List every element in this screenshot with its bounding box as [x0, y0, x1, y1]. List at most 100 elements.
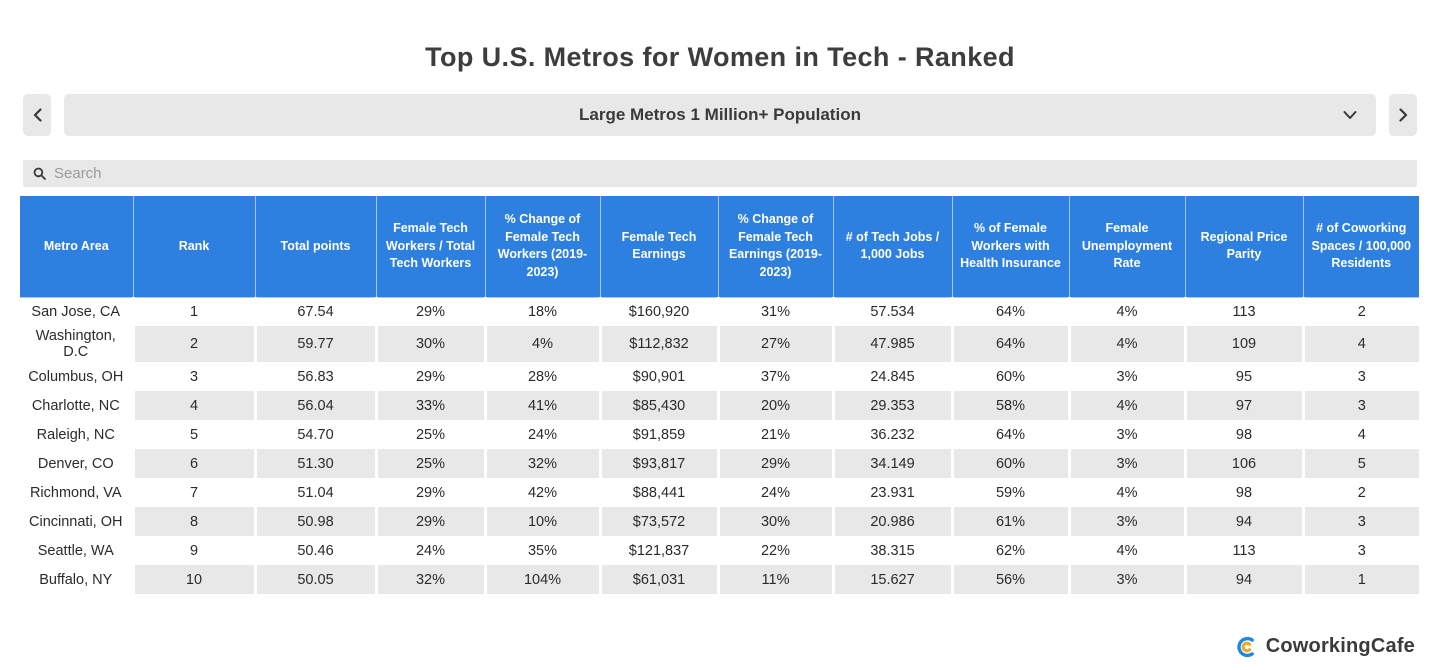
next-category-button[interactable] [1389, 94, 1417, 136]
table-cell: 36.232 [831, 420, 952, 449]
table-cell: 42% [483, 478, 600, 507]
table-cell: $88,441 [598, 478, 718, 507]
metro-area-cell: Washington, D.C [20, 326, 133, 362]
filter-controls: Large Metros 1 Million+ Population [23, 94, 1417, 136]
table-cell: 24.845 [831, 362, 952, 391]
table-cell: 61% [950, 507, 1069, 536]
prev-category-button[interactable] [23, 94, 51, 136]
table-cell: 38.315 [831, 536, 952, 565]
table-cell: 35% [483, 536, 600, 565]
table-cell: 5 [1301, 449, 1419, 478]
category-dropdown-value: Large Metros 1 Million+ Population [579, 105, 861, 124]
table-cell: 2 [131, 326, 255, 362]
table-cell: 21% [716, 420, 833, 449]
column-header: % Change of Female Tech Earnings (2019-2… [717, 196, 833, 298]
table-row: Charlotte, NC 4 56.04 33% 41% $85,430 20% 29.35… [20, 391, 1419, 420]
table-cell: 51.04 [253, 478, 376, 507]
metro-area-cell: Raleigh, NC [20, 420, 133, 449]
table-row: Washington, D.C 2 59.77 30% 4% $112,832 27% 47.… [20, 326, 1419, 362]
table-cell: $61,031 [598, 565, 718, 594]
table-cell: 109 [1183, 326, 1303, 362]
table-cell: 9 [131, 536, 255, 565]
table-cell: 29% [716, 449, 833, 478]
table-cell: 29% [374, 507, 485, 536]
ranking-table: Metro Area Rank Total points Female Tech Wo… [20, 196, 1419, 594]
table-cell: 106 [1183, 449, 1303, 478]
table-cell: 50.46 [253, 536, 376, 565]
table-cell: 97 [1183, 391, 1303, 420]
table-cell: 29% [374, 478, 485, 507]
metro-area-cell: Richmond, VA [20, 478, 133, 507]
coworkingcafe-logo[interactable]: CoworkingCafe [1236, 635, 1415, 658]
table-cell: 3 [131, 362, 255, 391]
table-cell: $93,817 [598, 449, 718, 478]
table-cell: 4% [1067, 297, 1185, 326]
table-cell: 3% [1067, 362, 1185, 391]
table-cell: 56.04 [253, 391, 376, 420]
metro-area-cell: San Jose, CA [20, 297, 133, 326]
table-cell: 51.30 [253, 449, 376, 478]
table-cell: $112,832 [598, 326, 718, 362]
table-cell: 3 [1301, 391, 1419, 420]
table-cell: 4% [1067, 478, 1185, 507]
table-cell: 25% [374, 420, 485, 449]
table-cell: 67.54 [253, 297, 376, 326]
table-cell: 31% [716, 297, 833, 326]
table-cell: 23.931 [831, 478, 952, 507]
table-cell: 94 [1183, 565, 1303, 594]
table-cell: 24% [483, 420, 600, 449]
column-header: Female Unemployment Rate [1068, 196, 1185, 298]
coworkingcafe-logo-text: CoworkingCafe [1265, 635, 1415, 657]
column-header: Total points [254, 196, 376, 298]
table-cell: 10% [483, 507, 600, 536]
table-cell: 64% [950, 297, 1069, 326]
table-cell: 95 [1183, 362, 1303, 391]
table-row: Denver, CO 6 51.30 25% 32% $93,817 29% 34.149 60… [20, 449, 1419, 478]
table-cell: 41% [483, 391, 600, 420]
table-cell: 94 [1183, 507, 1303, 536]
table-cell: 27% [716, 326, 833, 362]
table-cell: 4% [1067, 391, 1185, 420]
table-cell: 59.77 [253, 326, 376, 362]
table-cell: 98 [1183, 478, 1303, 507]
table-cell: 50.05 [253, 565, 376, 594]
table-cell: 62% [950, 536, 1069, 565]
table-cell: 3% [1067, 565, 1185, 594]
chevron-left-icon [33, 108, 42, 122]
metro-area-cell: Seattle, WA [20, 536, 133, 565]
table-cell: 60% [950, 362, 1069, 391]
table-cell: 15.627 [831, 565, 952, 594]
table-cell: $90,901 [598, 362, 718, 391]
table-cell: 98 [1183, 420, 1303, 449]
table-cell: 25% [374, 449, 485, 478]
table-cell: $85,430 [598, 391, 718, 420]
table-cell: 3 [1301, 507, 1419, 536]
table-cell: 4% [483, 326, 600, 362]
table-cell: 37% [716, 362, 833, 391]
table-cell: 29% [374, 362, 485, 391]
table-cell: $160,920 [598, 297, 718, 326]
table-cell: 56% [950, 565, 1069, 594]
table-cell: $91,859 [598, 420, 718, 449]
table-cell: 1 [1301, 565, 1419, 594]
table-cell: 57.534 [831, 297, 952, 326]
table-cell: 11% [716, 565, 833, 594]
table-header: Metro Area Rank Total points Female Tech Wo… [20, 196, 1419, 298]
category-dropdown[interactable]: Large Metros 1 Million+ Population [64, 94, 1376, 136]
coworkingcafe-logo-icon [1237, 636, 1254, 657]
column-header: Rank [132, 196, 255, 298]
table-row: Seattle, WA 9 50.46 24% 35% $121,837 22% 38.315… [20, 536, 1419, 565]
table-row: Cincinnati, OH 8 50.98 29% 10% $73,572 30% 20.9… [20, 507, 1419, 536]
search-input[interactable] [54, 165, 1407, 182]
table-cell: 3% [1067, 420, 1185, 449]
table-cell: $73,572 [598, 507, 718, 536]
metro-area-cell: Charlotte, NC [20, 391, 133, 420]
table-row: Buffalo, NY 10 50.05 32% 104% $61,031 11% 15.62… [20, 565, 1419, 594]
column-header: Female Tech Workers / Total Tech Workers [375, 196, 485, 298]
column-header: Metro Area [20, 196, 133, 298]
table-cell: 64% [950, 326, 1069, 362]
table-row: Columbus, OH 3 56.83 29% 28% $90,901 37% 24.845… [20, 362, 1419, 391]
column-header: % Change of Female Tech Workers (2019-20… [484, 196, 600, 298]
table-cell: 3 [1301, 536, 1419, 565]
table-cell: 22% [716, 536, 833, 565]
